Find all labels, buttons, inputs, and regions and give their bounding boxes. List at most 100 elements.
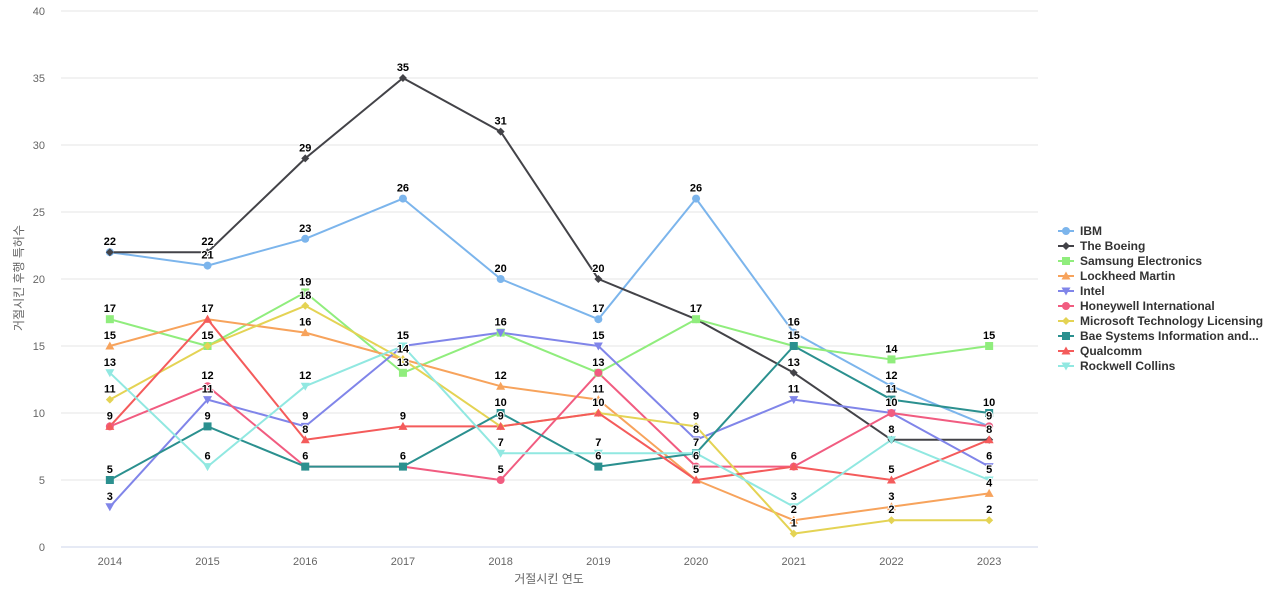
legend-marker (1062, 301, 1070, 310)
data-point-honeywell-international (203, 382, 212, 391)
data-point-rockwell-collins (300, 382, 310, 391)
data-point-qualcomm (691, 475, 701, 484)
x-tick-label: 2016 (293, 556, 317, 568)
data-point-the-boeing (594, 275, 603, 283)
legend-marker (1061, 346, 1071, 354)
data-point-lockheed-martin (886, 502, 896, 511)
data-label-bae-systems-information-and: 6 (400, 451, 406, 463)
data-label-qualcomm: 17 (201, 303, 213, 315)
data-label-the-boeing: 8 (986, 424, 992, 436)
data-label-qualcomm: 8 (986, 424, 992, 436)
data-point-rockwell-collins (691, 449, 701, 458)
legend-label: Bae Systems Information and... (1080, 328, 1259, 343)
data-point-the-boeing (789, 368, 798, 377)
legend-label: Intel (1080, 283, 1105, 298)
x-tick-label: 2019 (586, 556, 610, 568)
data-label-lockheed-martin: 5 (693, 464, 699, 476)
legend-item-honeywell-international[interactable]: Honeywell International (1058, 298, 1263, 313)
data-point-samsung-electronics (105, 315, 114, 324)
legend-label: IBM (1080, 223, 1102, 238)
data-label-microsoft-technology-licensing: 2 (986, 504, 992, 516)
x-axis-tick-labels: 2014 2015 2016 2017 2018 2019 2020 2021 2022 2023 (98, 556, 1002, 568)
data-label-bae-systems-information-and: 10 (983, 397, 995, 409)
data-label-rockwell-collins: 15 (397, 330, 409, 342)
data-label-honeywell-international: 6 (791, 451, 797, 463)
data-label-rockwell-collins: 7 (693, 437, 699, 449)
y-tick-label: 0 (39, 542, 45, 554)
y-tick-label: 5 (39, 475, 45, 487)
data-point-lockheed-martin (789, 515, 799, 524)
data-label-honeywell-international: 6 (400, 451, 406, 463)
data-label-intel: 10 (885, 397, 897, 409)
data-point-rockwell-collins (398, 342, 408, 351)
data-label-the-boeing: 35 (397, 62, 409, 74)
data-point-qualcomm (398, 421, 408, 430)
data-label-intel: 11 (788, 384, 800, 396)
legend-item-the-boeing[interactable]: The Boeing (1058, 238, 1263, 253)
data-point-intel (691, 436, 701, 445)
data-label-honeywell-international: 6 (693, 451, 699, 463)
data-label-qualcomm: 9 (498, 410, 504, 422)
legend-item-rockwell-collins[interactable]: Rockwell Collins (1058, 358, 1263, 373)
series-line-ibm (108, 197, 991, 428)
legend-label: Qualcomm (1080, 343, 1143, 358)
data-label-bae-systems-information-and: 9 (204, 410, 210, 422)
data-label-rockwell-collins: 7 (595, 437, 601, 449)
data-point-rockwell-collins (593, 449, 603, 458)
data-label-bae-systems-information-and: 6 (302, 451, 308, 463)
legend-item-ibm[interactable]: IBM (1058, 223, 1263, 238)
data-label-ibm: 20 (495, 263, 507, 275)
legend-item-microsoft-technology-licensing[interactable]: Microsoft Technology Licensing (1058, 313, 1263, 328)
data-label-honeywell-international: 5 (498, 464, 504, 476)
data-point-lockheed-martin (984, 488, 994, 497)
data-point-ibm (301, 234, 310, 243)
data-label-intel: 15 (592, 330, 604, 342)
y-tick-label: 25 (33, 207, 45, 219)
data-label-rockwell-collins: 13 (104, 357, 116, 369)
data-label-microsoft-technology-licensing: 14 (397, 343, 410, 355)
legend-marker (1062, 241, 1070, 250)
legend-symbol-samsung-electronics (1058, 256, 1074, 265)
data-label-lockheed-martin: 15 (104, 330, 116, 342)
data-point-intel (496, 329, 506, 338)
x-tick-label: 2021 (782, 556, 806, 568)
data-label-honeywell-international: 9 (107, 410, 113, 422)
legend-label: Lockheed Martin (1080, 268, 1176, 283)
legend-item-bae-systems-information-and[interactable]: Bae Systems Information and... (1058, 328, 1263, 343)
legend-item-lockheed-martin[interactable]: Lockheed Martin (1058, 268, 1263, 283)
data-label-rockwell-collins: 6 (204, 451, 210, 463)
legend-item-samsung-electronics[interactable]: Samsung Electronics (1058, 253, 1263, 268)
data-label-intel: 3 (107, 491, 113, 503)
data-label-samsung-electronics: 14 (885, 343, 898, 355)
data-point-samsung-electronics (301, 288, 310, 297)
data-point-qualcomm (105, 421, 115, 430)
data-point-intel (593, 342, 603, 351)
data-label-ibm: 26 (397, 183, 409, 195)
data-point-ibm (887, 382, 896, 391)
data-point-lockheed-martin (105, 341, 115, 350)
data-point-microsoft-technology-licensing (887, 516, 896, 525)
legend-label: The Boeing (1080, 238, 1146, 253)
data-label-samsung-electronics: 13 (397, 357, 409, 369)
data-point-bae-systems-information-and (105, 476, 114, 484)
data-label-qualcomm: 9 (400, 410, 406, 422)
data-label-the-boeing: 20 (592, 263, 604, 275)
data-label-the-boeing: 17 (690, 303, 702, 315)
data-label-qualcomm: 5 (693, 464, 699, 476)
x-axis-title: 거절시킨 연도 (514, 572, 584, 586)
legend-item-intel[interactable]: Intel (1058, 283, 1263, 298)
data-label-bae-systems-information-and: 6 (595, 451, 601, 463)
data-point-ibm (398, 194, 407, 203)
y-tick-label: 20 (33, 274, 45, 286)
data-point-honeywell-international (594, 368, 603, 377)
legend-symbol-ibm (1058, 226, 1074, 235)
x-tick-label: 2015 (195, 556, 219, 568)
legend-symbol-lockheed-martin (1058, 271, 1074, 279)
data-point-bae-systems-information-and (594, 462, 603, 471)
legend-item-qualcomm[interactable]: Qualcomm (1058, 343, 1263, 358)
data-label-microsoft-technology-licensing: 2 (888, 504, 894, 516)
data-point-bae-systems-information-and (301, 462, 310, 471)
legend-marker (1061, 287, 1071, 295)
data-point-ibm (692, 194, 701, 203)
